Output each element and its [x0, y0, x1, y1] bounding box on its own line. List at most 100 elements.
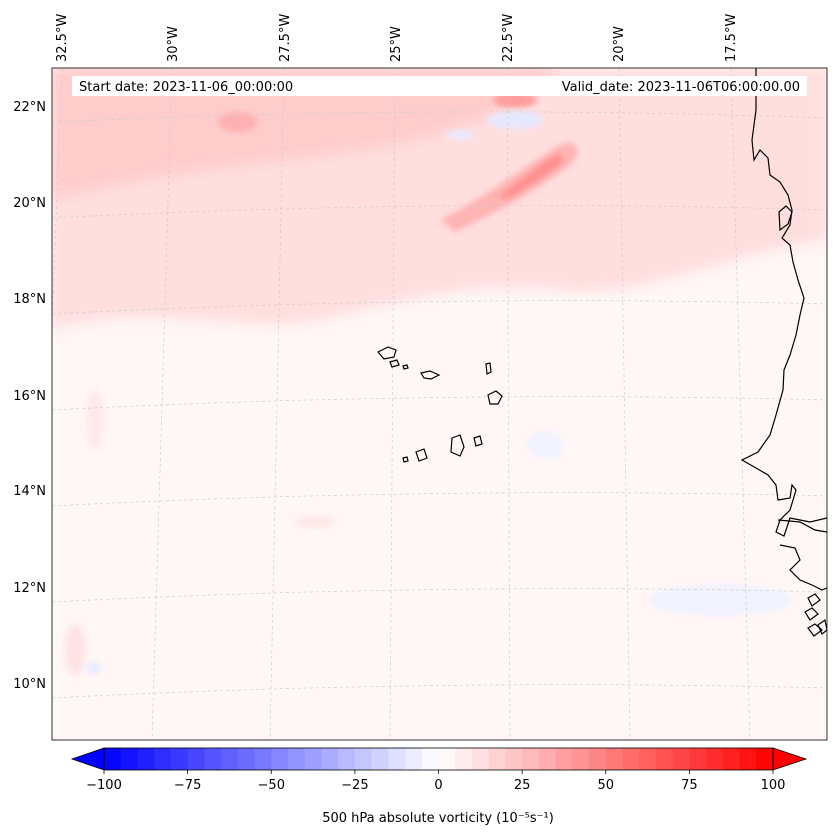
- vorticity-field: [52, 68, 827, 676]
- colorbar-cell: [204, 748, 222, 770]
- african-coastline: [740, 68, 827, 537]
- colorbar-cell: [287, 748, 306, 770]
- colorbar-cell: [639, 748, 657, 770]
- colorbar-cell: [756, 748, 774, 770]
- lat-label-12: 12°N: [13, 581, 46, 596]
- colorbar-low-extend: [70, 747, 105, 771]
- island-sao-nicolau: [420, 370, 441, 380]
- colorbar-cell: [187, 748, 205, 770]
- colorbar-cell: [254, 748, 272, 770]
- coast-islet-1: [778, 205, 793, 232]
- colorbar-cell: [689, 748, 707, 770]
- gridline-lon-25: [389, 68, 396, 740]
- lon-label-27-5: 27.5°W: [278, 14, 293, 62]
- vorticity-streak-west: [87, 390, 103, 450]
- gridline-lon-22-5: [506, 68, 511, 740]
- island-santa-luzia: [402, 364, 409, 370]
- colorbar-tick-label: −25: [341, 778, 368, 793]
- colorbar-cell: [739, 748, 757, 770]
- colorbar-cell: [237, 748, 255, 770]
- gridline-lat-14: [52, 492, 827, 507]
- gridline-lon-27-5: [269, 68, 285, 740]
- colorbar-tick-label: 25: [514, 778, 531, 793]
- vorticity-streak-southwest: [65, 624, 85, 676]
- gridline-lon-30: [151, 68, 173, 740]
- start-date-text: Start date: 2023-11-06_00:00:00: [79, 80, 293, 95]
- colorbar-cell: [120, 748, 138, 770]
- colorbar-cell: [304, 748, 322, 770]
- colorbar-cell: [722, 748, 740, 770]
- map-panel: Start date: 2023-11-06_00:00:00 Valid_da…: [51, 67, 828, 741]
- colorbar-cells: [104, 748, 774, 770]
- guinea-bissau-coast: [777, 519, 827, 591]
- colorbar-tick-label: 75: [681, 778, 698, 793]
- lon-label-32-5: 32.5°W: [55, 14, 70, 62]
- colorbar-cell: [505, 748, 523, 770]
- colorbar-label: 500 hPa absolute vorticity (10⁻⁵s⁻¹): [322, 811, 554, 826]
- lat-label-18: 18°N: [13, 292, 46, 307]
- longitude-labels: 32.5°W 30°W 27.5°W 25°W 22.5°W 20°W 17.5…: [55, 14, 739, 62]
- gridline-lat-18: [52, 300, 827, 315]
- vorticity-spot-south: [295, 516, 335, 528]
- colorbar-cell: [421, 748, 439, 770]
- colorbar-cell: [371, 748, 389, 770]
- gridline-lon-17-5: [730, 68, 751, 740]
- coastlines: [377, 68, 827, 637]
- valid-date-text: Valid_date: 2023-11-06T06:00:00.00: [562, 80, 800, 95]
- lat-label-16: 16°N: [13, 389, 46, 404]
- colorbar-cell: [154, 748, 172, 770]
- colorbar-cell: [388, 748, 406, 770]
- bijagos-islet-1: [807, 593, 821, 607]
- island-boa-vista: [487, 390, 503, 405]
- colorbar-tick-label: 0: [434, 778, 442, 793]
- colorbar-cell: [706, 748, 724, 770]
- gridline-lat-16: [52, 396, 827, 411]
- colorbar-cell: [555, 748, 573, 770]
- colorbar-cell: [405, 748, 423, 770]
- island-sao-vicente: [389, 359, 400, 368]
- colorbar-cell: [338, 748, 356, 770]
- bijagos-islet-3: [807, 623, 823, 637]
- bijagos-islet-4: [817, 618, 827, 635]
- colorbar-cell: [271, 748, 289, 770]
- lat-label-10: 10°N: [13, 677, 46, 692]
- negative-patch-southwest: [86, 662, 102, 674]
- vorticity-spot-west: [218, 112, 258, 132]
- lon-label-22-5: 22.5°W: [501, 14, 516, 62]
- lat-label-20: 20°N: [13, 196, 46, 211]
- colorbar-cell: [605, 748, 623, 770]
- lon-label-20: 20°W: [612, 26, 627, 62]
- vorticity-streak-core: [500, 154, 563, 200]
- colorbar-cell: [655, 748, 674, 770]
- colorbar-cell: [137, 748, 155, 770]
- lon-label-30: 30°W: [166, 26, 181, 62]
- colorbar-cell: [471, 748, 490, 770]
- island-santiago: [450, 434, 465, 457]
- colorbar-cell: [354, 748, 373, 770]
- colorbar-tick-label: 100: [761, 778, 786, 793]
- colorbar-cell: [104, 748, 122, 770]
- lon-label-25: 25°W: [389, 26, 404, 62]
- island-brava: [402, 456, 409, 463]
- colorbar-cell: [321, 748, 339, 770]
- vorticity-band-northwest: [52, 68, 560, 200]
- lat-label-14: 14°N: [13, 484, 46, 499]
- island-sal: [485, 362, 492, 375]
- negative-patch-east: [650, 584, 790, 616]
- lat-label-22: 22°N: [13, 100, 46, 115]
- gridlines: [52, 68, 827, 740]
- header-box: [72, 76, 807, 96]
- colorbar-tick-label: −100: [86, 778, 122, 793]
- negative-patch-north: [487, 111, 543, 129]
- colorbar-high-extend: [772, 747, 808, 771]
- island-maio: [473, 435, 483, 447]
- colorbar-tick-label: −50: [258, 778, 285, 793]
- colorbar-cell: [221, 748, 239, 770]
- latitude-labels: 22°N 20°N 18°N 16°N 14°N 12°N 10°N: [13, 100, 46, 692]
- map-frame: [51, 67, 828, 741]
- colorbar-cell: [438, 748, 456, 770]
- colorbar-cell: [672, 748, 690, 770]
- colorbar-cell: [170, 748, 189, 770]
- negative-patch-center: [527, 431, 563, 459]
